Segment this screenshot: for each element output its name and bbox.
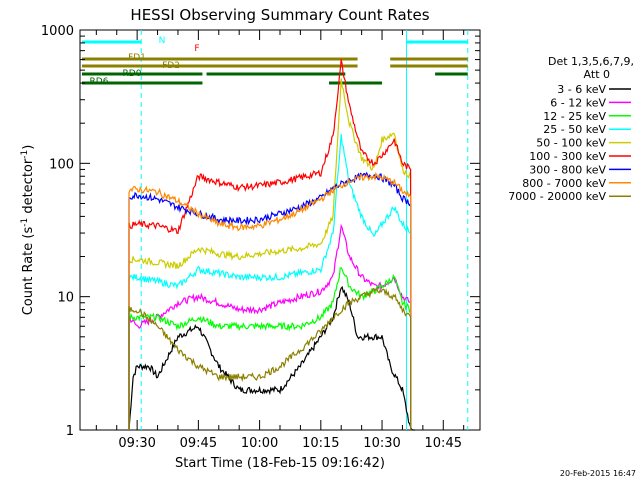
x-tick-label: 10:00 bbox=[241, 436, 278, 451]
state-bar-label: N bbox=[159, 36, 166, 46]
series-line bbox=[128, 171, 412, 430]
state-bar-label: RD6 bbox=[90, 77, 109, 87]
series-line bbox=[128, 134, 412, 430]
x-axis-label: Start Time (18-Feb-15 09:16:42) bbox=[175, 456, 385, 471]
series-line bbox=[128, 78, 412, 430]
series-line bbox=[128, 59, 412, 430]
series-line bbox=[128, 285, 415, 431]
x-tick-label: 10:15 bbox=[302, 436, 339, 451]
y-tick-label: 1 bbox=[66, 424, 74, 439]
state-bar-label: F bbox=[194, 44, 199, 54]
plot-frame bbox=[79, 29, 481, 431]
legend-item-label: 12 - 25 keV bbox=[543, 110, 606, 123]
legend-item-label: 300 - 800 keV bbox=[529, 163, 606, 176]
x-tick-label: 10:45 bbox=[425, 436, 462, 451]
legend-item-label: 50 - 100 keV bbox=[536, 137, 606, 150]
legend-item-label: 6 - 12 keV bbox=[550, 96, 606, 109]
y-tick-label: 100 bbox=[49, 157, 74, 172]
y-tick-label: 10 bbox=[57, 291, 74, 306]
legend-item-label: 100 - 300 keV bbox=[529, 150, 606, 163]
x-tick-label: 09:45 bbox=[180, 436, 217, 451]
state-bars: N F FD1 FD2 RD0 RD6 bbox=[82, 36, 468, 87]
legend-item-label: 25 - 50 keV bbox=[543, 123, 606, 136]
x-tick-label: 10:30 bbox=[363, 436, 400, 451]
y-axis-label: Count Rate (s-1 detector-1) bbox=[20, 145, 36, 316]
state-bar-label: RD0 bbox=[123, 69, 142, 79]
legend-header: Att 0 bbox=[584, 68, 610, 81]
legend-item-label: 3 - 6 keV bbox=[557, 83, 606, 96]
x-tick-label: 09:30 bbox=[118, 436, 155, 451]
series-line bbox=[128, 171, 412, 430]
state-bar-label: FD2 bbox=[162, 61, 180, 71]
chart-title: HESSI Observing Summary Count Rates bbox=[130, 6, 429, 24]
series-lines bbox=[128, 59, 415, 431]
legend-item-label: 7000 - 20000 keV bbox=[508, 190, 606, 203]
series-line bbox=[128, 223, 412, 430]
legend-header: Det 1,3,5,6,7,9, bbox=[548, 55, 634, 68]
axis-ticks: 09:30 09:45 10:00 10:15 10:30 10:45 1 10 100 1000 bbox=[41, 24, 480, 451]
state-bar-label: FD1 bbox=[128, 53, 146, 63]
footer-timestamp: 20-Feb-2015 16:47 bbox=[560, 469, 636, 478]
plot-area bbox=[140, 30, 469, 430]
y-tick-label: 1000 bbox=[41, 24, 74, 39]
legend-item-label: 800 - 7000 keV bbox=[522, 177, 606, 190]
series-line bbox=[128, 287, 412, 430]
series-line bbox=[128, 267, 412, 430]
